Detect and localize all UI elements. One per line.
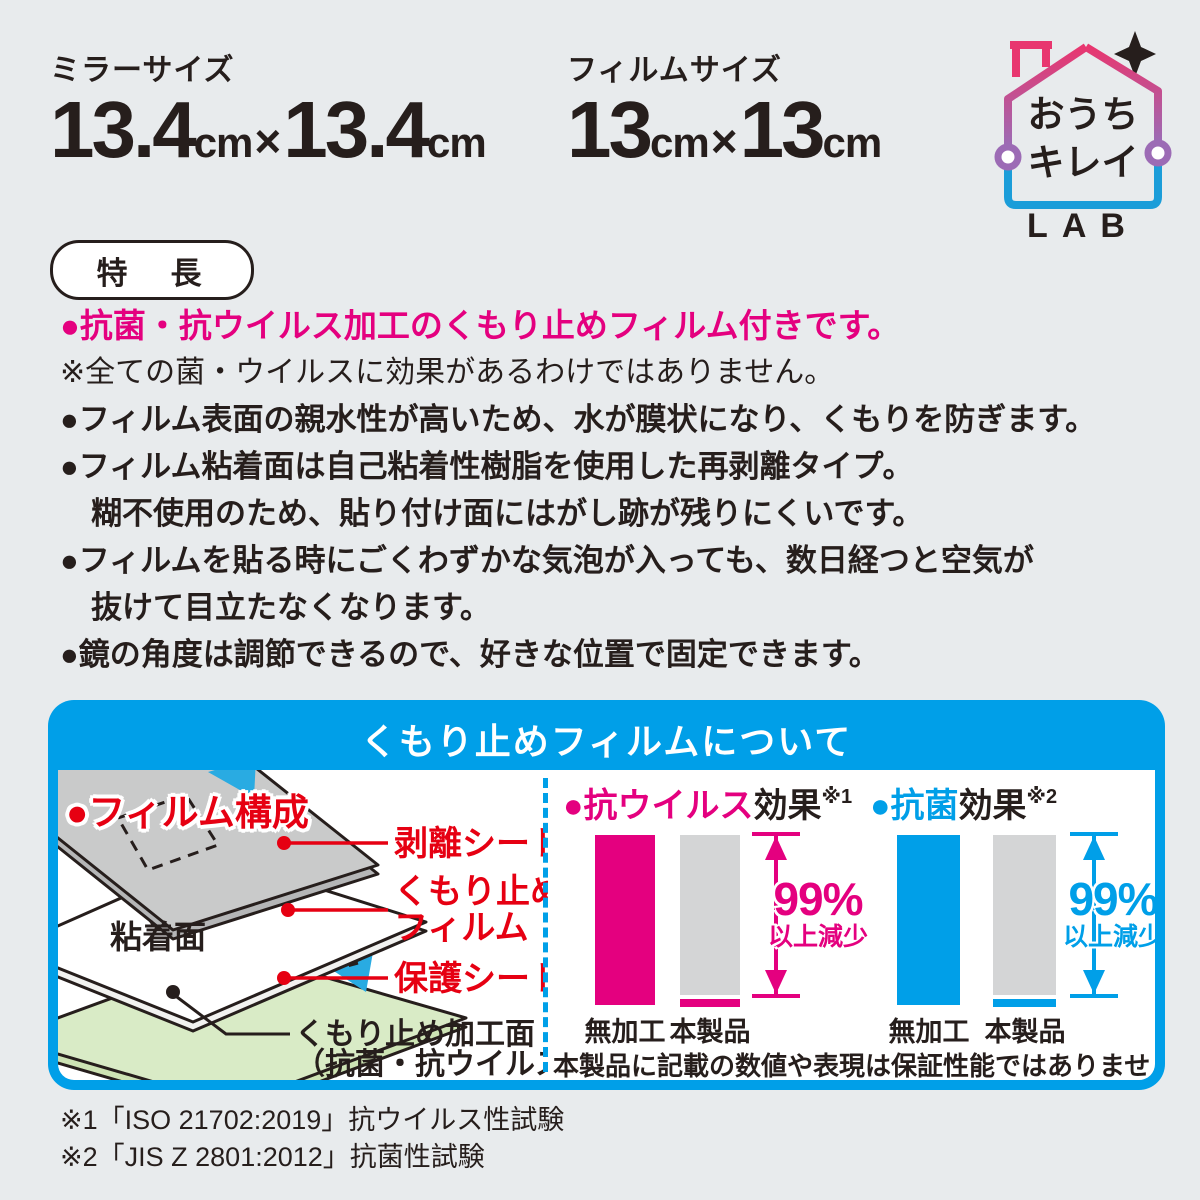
- antifog-film-panel: くもり止めフィルムについて: [48, 700, 1165, 1090]
- logo-text-line2: キレイ: [1028, 142, 1139, 183]
- feature-item: ●フィルム表面の親水性が高いため、水が膜状になり、くもりを防ぎます。: [60, 402, 1097, 437]
- label-processed-surface-1: くもり止め加工面: [295, 1018, 535, 1051]
- callout-dot: [281, 903, 295, 917]
- category-label: 無加工: [888, 1017, 970, 1047]
- film-size-label: フィルムサイズ: [567, 54, 782, 87]
- chart-antivirus-ref: ※1: [821, 786, 853, 808]
- logo-text-lab: LAB: [1027, 207, 1139, 240]
- bar-product-bacteria-reduced: [993, 835, 1056, 995]
- panel-title: くもり止めフィルムについて: [360, 721, 853, 762]
- mirror-size-value: 13.4cm×13.4cm: [50, 89, 487, 194]
- feature-item: 抜けて目立たなくなります。: [91, 590, 491, 625]
- bar-untreated-bacteria: [897, 835, 960, 1005]
- film-size-num2: 13: [739, 85, 826, 174]
- feature-item: ※全ての菌・ウイルスに効果があるわけではありません。: [60, 356, 835, 389]
- film-size-times: ×: [710, 115, 738, 167]
- feature-item: ●フィルム粘着面は自己粘着性樹脂を使用した再剥離タイプ。: [60, 449, 914, 484]
- node-circle-right: [1144, 139, 1172, 167]
- chart-antivirus-heading: ●抗ウイルス効果※1: [563, 778, 852, 827]
- features-title-box: 特 長: [50, 240, 254, 300]
- house-icon: おうち キレイ LAB: [994, 31, 1172, 245]
- callout-line-black: [172, 992, 290, 1036]
- label-adhesive-surface: 粘着面: [110, 919, 206, 955]
- reduction-annotation-bacteria: 99% 以上減少: [1053, 876, 1155, 950]
- label-antifog-film-1: くもり止め: [394, 873, 548, 911]
- reduction-arrow-icon: [752, 832, 800, 998]
- reduction-value: 99%: [773, 873, 863, 925]
- mirror-size-num1: 13.4: [50, 85, 197, 174]
- mirror-size-num2: 13.4: [283, 85, 430, 174]
- film-structure-heading: ●フィルム構成: [66, 792, 309, 833]
- reduction-value: 99%: [1068, 873, 1155, 925]
- panel-content: 剥離シート くもり止め フィルム 保護シート 粘着面 くもり止め加工面 （抗菌・…: [58, 770, 1155, 1080]
- mirror-size-label: ミラーサイズ: [50, 54, 235, 87]
- feature-item: 糊不使用のため、貼り付け面にはがし跡が残りにくいです。: [91, 496, 924, 531]
- chart-antivirus-title-rest: 効果: [753, 787, 822, 825]
- chart-antibacterial-ref: ※2: [1026, 786, 1058, 808]
- bar-product-bacteria-remaining: [993, 999, 1056, 1007]
- sparkle-icon: [1114, 31, 1156, 77]
- bar-product-virus-remaining: [680, 999, 740, 1007]
- reduction-annotation-virus: 99% 以上減少: [758, 876, 878, 950]
- label-protective-sheet: 保護シート: [394, 960, 548, 998]
- film-size-block: フィルムサイズ 13cm×13cm: [567, 45, 883, 194]
- chart-antibacterial-title-rest: 効果: [958, 787, 1027, 825]
- bar-product-virus-reduced: [680, 835, 740, 995]
- features-list: ●抗菌・抗ウイルス加工のくもり止めフィルム付きです。 ※全ての菌・ウイルスに効果…: [60, 302, 1170, 678]
- footnote: ※1「ISO 21702:2019」抗ウイルス性試験: [60, 1105, 565, 1135]
- reduction-arrow-icon: [1070, 832, 1118, 998]
- chart-antivirus-title-colored: 抗ウイルス: [583, 787, 754, 825]
- film-size-unit2: cm: [822, 119, 883, 166]
- corner-tab-icon: [326, 952, 373, 992]
- film-structure-diagram: 剥離シート くもり止め フィルム 保護シート 粘着面 くもり止め加工面 （抗菌・…: [58, 770, 548, 1080]
- node-circle-left: [994, 143, 1022, 171]
- chart-disclaimer: 本製品に記載の数値や表現は保証性能ではありません。: [553, 1051, 1155, 1080]
- mirror-size-unit1: cm: [193, 119, 254, 166]
- label-antifog-film-2: フィルム: [394, 909, 529, 947]
- corner-tab-icon: [208, 770, 256, 798]
- mirror-size-unit2: cm: [426, 119, 487, 166]
- bullet-icon: ●: [870, 787, 891, 825]
- chart-antibacterial-heading: ●抗菌効果※2: [870, 778, 1057, 827]
- film-size-num1: 13: [567, 85, 653, 174]
- ouchi-kirei-lab-logo: おうち キレイ LAB: [978, 25, 1178, 245]
- film-size-unit1: cm: [649, 119, 710, 166]
- category-label: 無加工: [584, 1017, 666, 1047]
- callout-dot: [277, 836, 291, 850]
- callout-dot: [277, 971, 291, 985]
- bullet-icon: ●: [563, 787, 584, 825]
- callout-lines: [284, 841, 388, 980]
- feature-item: ●鏡の角度は調節できるので、好きな位置で固定できます。: [60, 637, 880, 672]
- chart-antibacterial-title-colored: 抗菌: [890, 787, 959, 825]
- bar-untreated-virus: [595, 835, 655, 1005]
- category-label: 本製品: [669, 1017, 751, 1047]
- reduction-text: 以上減少: [767, 923, 868, 951]
- features-title: 特 長: [96, 255, 208, 291]
- logo-text-line1: おうち: [1028, 94, 1139, 135]
- reduction-text: 以上減少: [1062, 923, 1155, 951]
- label-processed-surface-2: （抗菌・抗ウイルス）: [295, 1047, 548, 1080]
- feature-item: ●フィルムを貼る時にごくわずかな気泡が入っても、数日経つと空気が: [60, 543, 1034, 578]
- release-sheet-shape: [58, 770, 380, 941]
- footnotes: ※1「ISO 21702:2019」抗ウイルス性試験 ※2「JIS Z 2801…: [60, 1102, 564, 1176]
- category-label: 本製品: [984, 1017, 1066, 1047]
- mirror-size-times: ×: [254, 115, 282, 167]
- mirror-size-block: ミラーサイズ 13.4cm×13.4cm: [50, 45, 487, 194]
- feature-item: ●抗菌・抗ウイルス加工のくもり止めフィルム付きです。: [60, 307, 901, 344]
- label-release-sheet: 剥離シート: [394, 825, 548, 863]
- footnote: ※2「JIS Z 2801:2012」抗菌性試験: [60, 1142, 485, 1172]
- film-size-value: 13cm×13cm: [567, 89, 883, 194]
- column-divider: [543, 778, 548, 1072]
